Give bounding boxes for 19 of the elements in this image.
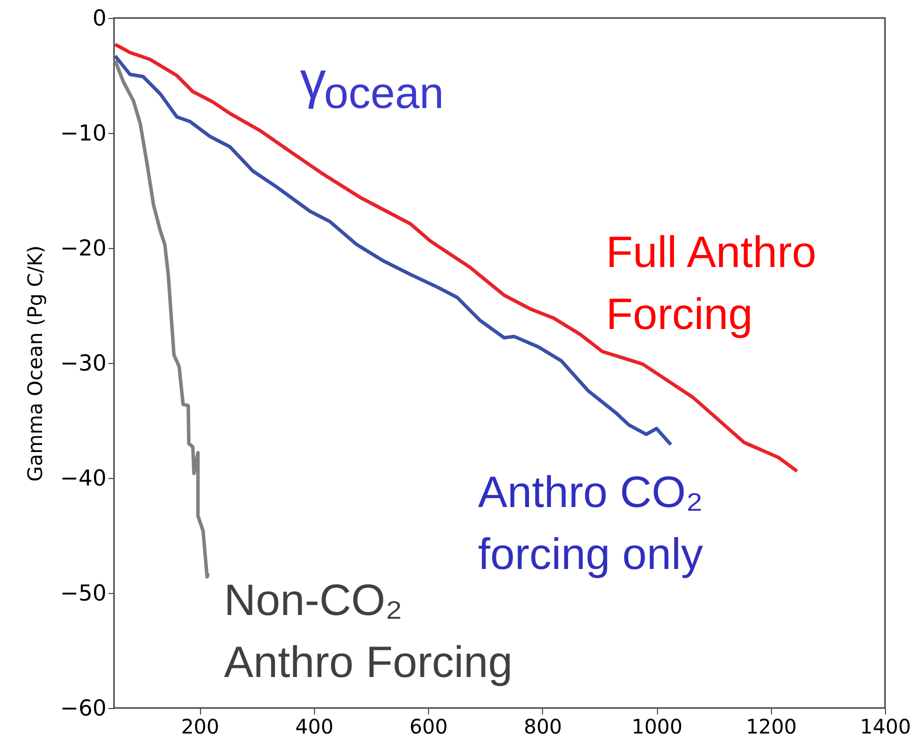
y-tick-label: −50 bbox=[60, 582, 106, 606]
series-label: Non-CO₂ Anthro Forcing bbox=[224, 576, 513, 687]
x-tick-label: 1400 bbox=[860, 714, 911, 738]
y-tick-label: −30 bbox=[60, 352, 106, 376]
x-tick-label: 800 bbox=[524, 714, 562, 738]
x-tick-label: 400 bbox=[295, 714, 334, 738]
y-axis-title: Gamma Ocean (Pg C/K) bbox=[23, 245, 48, 482]
y-tick-label: −40 bbox=[60, 466, 106, 492]
y-tick-label: −60 bbox=[60, 696, 106, 722]
y-tick-label: 0 bbox=[92, 6, 106, 32]
series-label: Anthro CO₂ forcing only bbox=[478, 468, 704, 579]
x-tick-label: 1200 bbox=[746, 714, 797, 738]
x-tick-label: 1000 bbox=[632, 714, 683, 738]
x-tick-label: 600 bbox=[410, 714, 448, 738]
x-tick-label: 200 bbox=[181, 714, 220, 738]
line-series bbox=[113, 58, 210, 579]
y-tick-label: −20 bbox=[60, 236, 106, 262]
y-tick-label: −10 bbox=[60, 122, 106, 146]
series-label: Full Anthro Forcing bbox=[606, 228, 816, 339]
